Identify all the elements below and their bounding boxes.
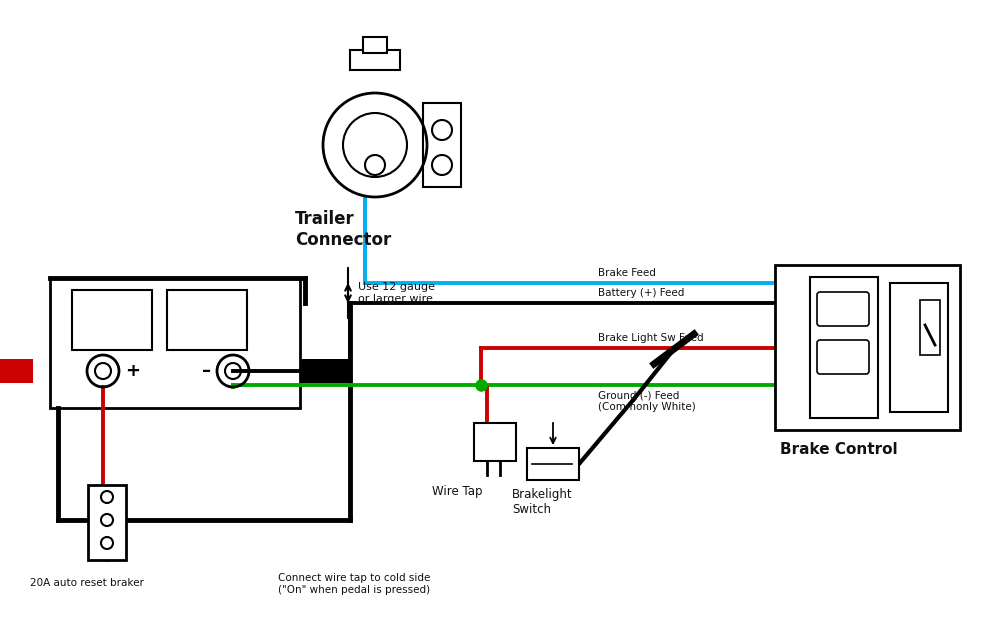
FancyBboxPatch shape xyxy=(0,359,33,383)
FancyBboxPatch shape xyxy=(817,340,869,374)
Text: Brake Light Sw Feed: Brake Light Sw Feed xyxy=(598,333,704,343)
Text: Wire Tap: Wire Tap xyxy=(432,485,483,498)
Text: Trailer
Connector: Trailer Connector xyxy=(295,210,391,249)
FancyBboxPatch shape xyxy=(300,359,350,383)
FancyBboxPatch shape xyxy=(890,283,948,412)
Text: Connect wire tap to cold side
("On" when pedal is pressed): Connect wire tap to cold side ("On" when… xyxy=(278,573,430,595)
FancyBboxPatch shape xyxy=(363,37,387,53)
FancyBboxPatch shape xyxy=(775,265,960,430)
FancyBboxPatch shape xyxy=(817,292,869,326)
FancyBboxPatch shape xyxy=(920,300,940,355)
Text: Brake Feed: Brake Feed xyxy=(598,268,656,278)
FancyBboxPatch shape xyxy=(88,485,126,560)
Text: Brake Control: Brake Control xyxy=(780,442,898,457)
Text: 20A auto reset braker: 20A auto reset braker xyxy=(30,578,144,588)
FancyBboxPatch shape xyxy=(50,278,300,408)
FancyBboxPatch shape xyxy=(423,103,461,187)
Text: –: – xyxy=(202,362,211,380)
FancyBboxPatch shape xyxy=(810,277,878,418)
Text: Brakelight
Switch: Brakelight Switch xyxy=(512,488,573,516)
Text: Battery (+) Feed: Battery (+) Feed xyxy=(598,288,684,298)
Text: Ground (-) Feed
(Commonly White): Ground (-) Feed (Commonly White) xyxy=(598,390,696,412)
FancyBboxPatch shape xyxy=(72,290,152,350)
FancyBboxPatch shape xyxy=(167,290,247,350)
Text: Use 12 gauge
or larger wire: Use 12 gauge or larger wire xyxy=(358,282,435,304)
FancyBboxPatch shape xyxy=(527,448,579,480)
FancyBboxPatch shape xyxy=(474,423,516,461)
Text: +: + xyxy=(125,362,140,380)
FancyBboxPatch shape xyxy=(350,50,400,70)
